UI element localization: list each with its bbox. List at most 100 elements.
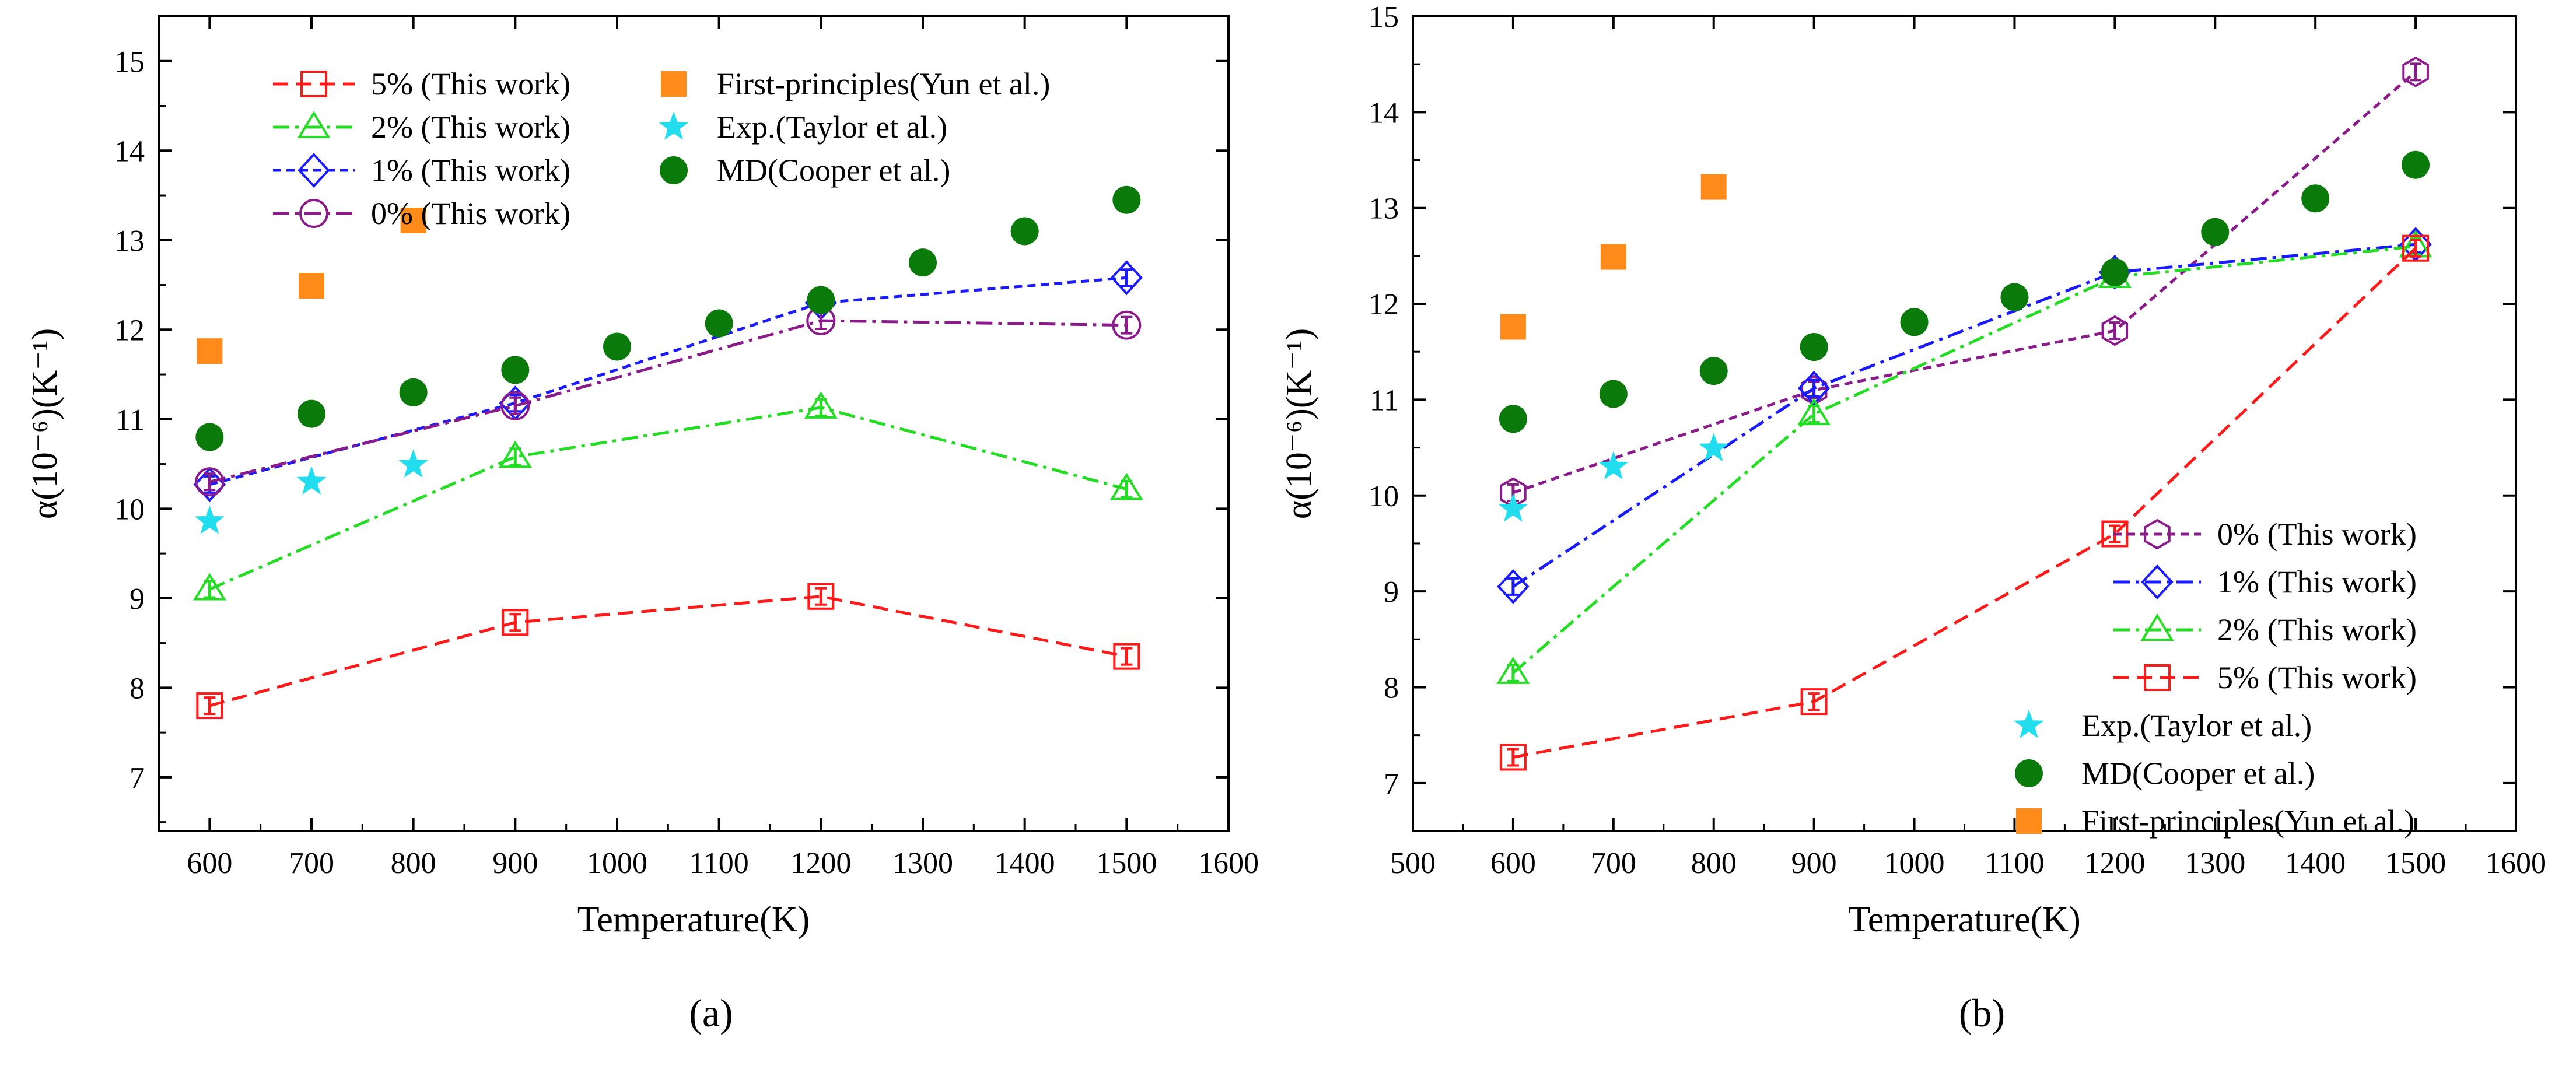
data-point-md-cooper-et-al [1599, 380, 1628, 408]
legend-item-exp-taylor-et-al: Exp.(Taylor et al.) [659, 110, 947, 145]
legend-marker [2140, 613, 2174, 641]
legend-marker [660, 156, 688, 184]
series-5-this-work [1499, 234, 2430, 771]
data-point-exp-taylor-et-al [1699, 433, 1729, 462]
legend-marker [2141, 564, 2174, 599]
legend: 0% (This work) 1% (This work) 2% (This wor… [2014, 517, 2417, 839]
x-tick-label: 1200 [790, 847, 851, 880]
legend-item-first-principles-yun-et-al: First-principles(Yun et al.) [661, 66, 1050, 101]
x-axis-label: Temperature(K) [1848, 900, 2080, 939]
legend-marker [659, 111, 689, 140]
x-tick-label: 1600 [1198, 847, 1259, 880]
panel-label: (b) [1959, 991, 2005, 1035]
legend-marker [2014, 710, 2044, 738]
data-point-2-this-work [498, 440, 532, 468]
x-tick-label: 1000 [587, 847, 648, 880]
data-point-md-cooper-et-al [195, 423, 224, 451]
legend-label: 2% (This work) [2217, 612, 2417, 647]
data-point-md-cooper-et-al [1699, 357, 1728, 385]
legend-label: 1% (This work) [2217, 564, 2417, 599]
legend-marker [299, 199, 328, 228]
data-point-first-principles-yun-et-al [197, 338, 223, 364]
y-tick-label: 11 [1370, 384, 1399, 417]
data-point-2-this-work [1110, 472, 1143, 500]
legend-marker [2015, 759, 2043, 787]
panel-b: 500 600 700 800 900 1000 1100 1200 1300 1400 1500 1… [1279, 1, 2546, 1035]
series-exp-taylor-et-al [1498, 433, 1729, 522]
data-point-md-cooper-et-al [2402, 150, 2430, 179]
legend-item-5-this-work: 5% (This work) [2113, 660, 2417, 695]
y-axis-label: α(10⁻⁶)(K⁻¹) [25, 328, 65, 520]
x-tick-label: 700 [1591, 847, 1636, 880]
data-point-0-this-work [195, 467, 225, 497]
x-tick-label: 1100 [1985, 847, 2044, 880]
series-line-2-this-work [1512, 244, 2416, 674]
y-tick-label: 8 [130, 672, 145, 705]
legend-marker [297, 111, 331, 138]
legend-item-1-this-work: 1% (This work) [2113, 564, 2417, 599]
x-axis-label: Temperature(K) [578, 900, 810, 939]
x-tick-label: 800 [1691, 847, 1737, 880]
data-point-exp-taylor-et-al [1598, 451, 1629, 480]
data-point-exp-taylor-et-al [398, 449, 429, 478]
legend-marker [2144, 664, 2171, 691]
x-tick-label: 1400 [2285, 847, 2346, 880]
series-0-this-work [195, 306, 1142, 497]
data-point-5-this-work [807, 583, 835, 610]
legend-label: 5% (This work) [2217, 660, 2417, 695]
x-tick-label: 500 [1390, 847, 1436, 880]
series-first-principles-yun-et-al [197, 208, 426, 364]
y-tick-label: 14 [1368, 96, 1399, 129]
legend-label: First-principles(Yun et al.) [717, 66, 1050, 101]
data-point-first-principles-yun-et-al [1700, 174, 1727, 200]
data-point-1-this-work [1497, 569, 1530, 604]
legend-marker [298, 153, 330, 188]
data-point-0-this-work [2101, 315, 2129, 346]
series-line-1-this-work [209, 276, 1127, 486]
legend-item-md-cooper-et-al: MD(Cooper et al.) [2015, 756, 2315, 791]
x-tick-label: 800 [391, 847, 436, 880]
series-line-0-this-work [1513, 71, 2417, 495]
data-point-0-this-work [2402, 56, 2429, 87]
data-point-5-this-work [196, 692, 223, 720]
legend-item-1-this-work: 1% (This work) [273, 153, 570, 188]
y-tick-label: 8 [1384, 671, 1399, 704]
data-point-2-this-work [192, 573, 226, 601]
y-tick-label: 11 [116, 404, 145, 437]
plot-frame [158, 15, 1230, 832]
legend-item-first-principles-yun-et-al: First-principles(Yun et al.) [2016, 804, 2414, 839]
data-point-md-cooper-et-al [1900, 308, 1929, 336]
data-point-exp-taylor-et-al [194, 505, 225, 534]
y-tick-label: 7 [1384, 767, 1399, 801]
legend-item-0-this-work: 0% (This work) [2113, 517, 2417, 552]
x-tick-label: 900 [1791, 847, 1837, 880]
legend-label: 1% (This work) [371, 153, 570, 188]
data-point-exp-taylor-et-al [1498, 493, 1528, 522]
data-point-5-this-work [1800, 688, 1828, 716]
series-md-cooper-et-al [1499, 150, 2430, 433]
y-tick-label: 15 [114, 45, 145, 79]
x-tick-label: 1600 [2486, 847, 2546, 880]
data-point-exp-taylor-et-al [296, 466, 327, 495]
data-point-md-cooper-et-al [501, 356, 530, 384]
data-point-md-cooper-et-al [399, 378, 428, 406]
x-tick-label: 1200 [2084, 847, 2145, 880]
legend-item-2-this-work: 2% (This work) [2113, 612, 2417, 647]
series-md-cooper-et-al [195, 185, 1141, 451]
data-point-2-this-work [1496, 656, 1530, 684]
x-tick-label: 700 [289, 847, 334, 880]
y-tick-label: 12 [1368, 288, 1399, 321]
y-tick-label: 13 [1368, 192, 1399, 226]
y-tick-label: 14 [114, 135, 145, 168]
y-tick-label: 9 [130, 583, 145, 616]
series-line-5-this-work [1513, 247, 2417, 759]
x-tick-label: 1300 [892, 847, 953, 880]
data-point-5-this-work [2402, 234, 2430, 262]
legend-marker [2144, 518, 2171, 550]
legend-label: MD(Cooper et al.) [717, 153, 950, 188]
y-tick-label: 9 [1384, 576, 1399, 609]
series-2-this-work [192, 391, 1143, 601]
series-exp-taylor-et-al [194, 449, 429, 534]
series-1-this-work [193, 260, 1143, 502]
legend-label: 2% (This work) [371, 110, 570, 145]
